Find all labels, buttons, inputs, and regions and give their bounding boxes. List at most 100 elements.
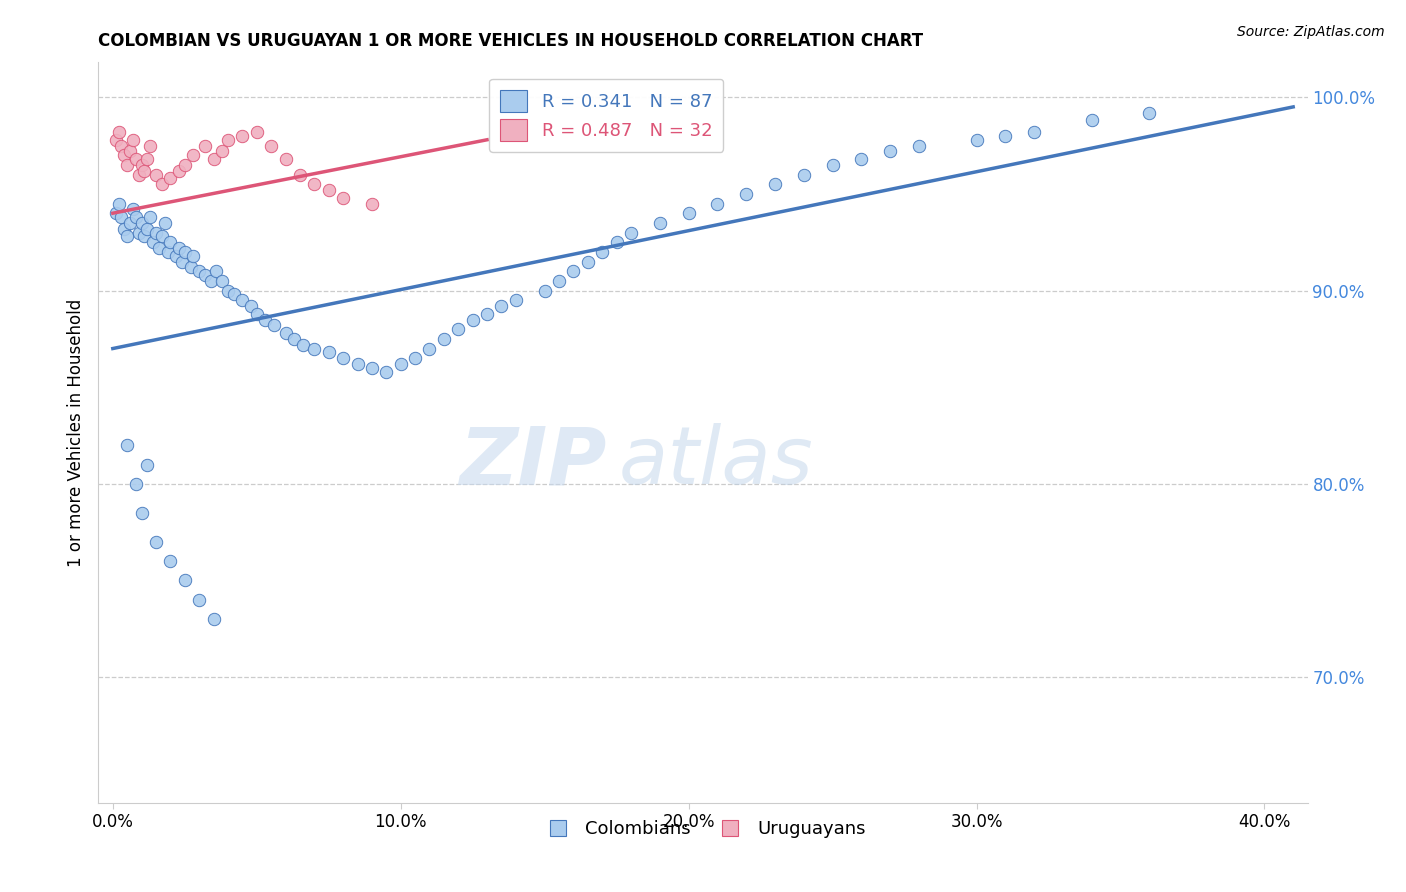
Point xyxy=(150,178,173,192)
Point xyxy=(505,293,527,308)
Point xyxy=(332,351,354,366)
Point xyxy=(263,318,285,333)
Point xyxy=(134,229,156,244)
Point xyxy=(793,168,815,182)
Point xyxy=(145,226,167,240)
Point xyxy=(136,221,159,235)
Point xyxy=(183,148,205,162)
Point xyxy=(763,178,786,192)
Point xyxy=(145,168,167,182)
Point xyxy=(107,196,129,211)
Point xyxy=(120,145,142,159)
Point xyxy=(115,229,138,244)
Point xyxy=(260,138,283,153)
Point xyxy=(246,125,269,139)
Point xyxy=(1022,125,1045,139)
Point xyxy=(110,138,132,153)
Point xyxy=(173,574,195,588)
Point xyxy=(112,148,135,162)
Point xyxy=(128,226,150,240)
Point xyxy=(110,210,132,224)
Point xyxy=(735,186,758,201)
Text: COLOMBIAN VS URUGUAYAN 1 OR MORE VEHICLES IN HOUSEHOLD CORRELATION CHART: COLOMBIAN VS URUGUAYAN 1 OR MORE VEHICLE… xyxy=(98,32,924,50)
Point xyxy=(128,168,150,182)
Point xyxy=(156,244,179,259)
Point xyxy=(346,357,368,371)
Point xyxy=(491,299,513,313)
Point xyxy=(908,138,931,153)
Text: Source: ZipAtlas.com: Source: ZipAtlas.com xyxy=(1237,25,1385,39)
Point xyxy=(165,249,187,263)
Point xyxy=(231,293,253,308)
Point xyxy=(217,284,239,298)
Point xyxy=(620,226,643,240)
Point xyxy=(104,206,127,220)
Point xyxy=(170,254,193,268)
Point xyxy=(202,612,225,626)
Point xyxy=(136,152,159,166)
Point xyxy=(304,342,326,356)
Point xyxy=(533,284,555,298)
Point xyxy=(159,554,181,568)
Point xyxy=(879,145,901,159)
Point xyxy=(304,178,326,192)
Point xyxy=(183,249,205,263)
Point xyxy=(254,312,277,326)
Point xyxy=(240,299,263,313)
Point xyxy=(461,312,484,326)
Point xyxy=(851,152,873,166)
Point xyxy=(283,332,305,346)
Point xyxy=(1137,105,1160,120)
Point xyxy=(821,158,844,172)
Point xyxy=(112,221,135,235)
Point xyxy=(200,274,222,288)
Point xyxy=(389,357,412,371)
Point xyxy=(418,342,440,356)
Point xyxy=(591,244,613,259)
Point xyxy=(706,196,728,211)
Point xyxy=(576,254,599,268)
Point xyxy=(318,345,340,359)
Point xyxy=(246,307,269,321)
Point xyxy=(173,244,195,259)
Point xyxy=(217,133,239,147)
Point xyxy=(125,152,148,166)
Point xyxy=(548,274,571,288)
Point xyxy=(291,337,314,351)
Point xyxy=(188,264,211,278)
Point xyxy=(159,235,181,250)
Point xyxy=(159,171,181,186)
Point xyxy=(606,235,628,250)
Point xyxy=(188,592,211,607)
Point xyxy=(115,158,138,172)
Point xyxy=(194,268,217,282)
Point xyxy=(115,438,138,452)
Point xyxy=(202,152,225,166)
Point xyxy=(150,229,173,244)
Point xyxy=(475,307,498,321)
Point xyxy=(231,128,253,143)
Point xyxy=(205,264,228,278)
Point xyxy=(148,241,170,255)
Point xyxy=(1080,113,1102,128)
Point xyxy=(194,138,217,153)
Point xyxy=(332,191,354,205)
Point xyxy=(447,322,470,336)
Point xyxy=(180,260,202,275)
Point xyxy=(107,125,129,139)
Point xyxy=(433,332,456,346)
Point xyxy=(562,264,585,278)
Point xyxy=(361,196,384,211)
Point xyxy=(222,287,245,301)
Point xyxy=(122,133,145,147)
Point xyxy=(134,163,156,178)
Point xyxy=(211,145,233,159)
Point xyxy=(404,351,426,366)
Point xyxy=(125,210,148,224)
Point xyxy=(145,534,167,549)
Point xyxy=(211,274,233,288)
Point xyxy=(274,152,297,166)
Point xyxy=(131,506,153,520)
Text: ZIP: ZIP xyxy=(458,423,606,501)
Point xyxy=(120,216,142,230)
